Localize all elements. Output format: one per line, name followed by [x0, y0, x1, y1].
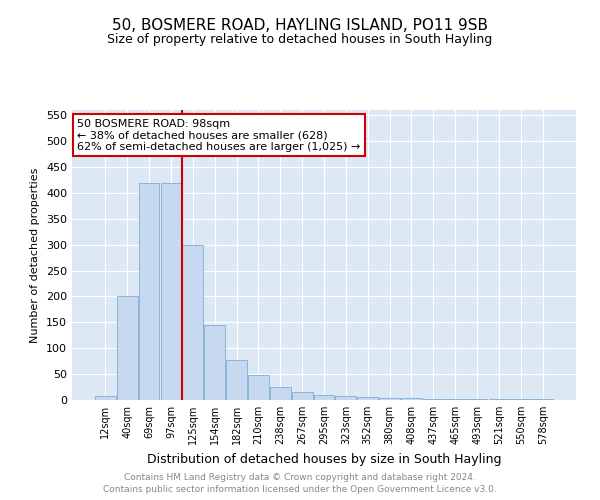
Y-axis label: Number of detached properties: Number of detached properties [31, 168, 40, 342]
Text: 50 BOSMERE ROAD: 98sqm
← 38% of detached houses are smaller (628)
62% of semi-de: 50 BOSMERE ROAD: 98sqm ← 38% of detached… [77, 118, 361, 152]
Text: Contains HM Land Registry data © Crown copyright and database right 2024.: Contains HM Land Registry data © Crown c… [124, 472, 476, 482]
Text: Size of property relative to detached houses in South Hayling: Size of property relative to detached ho… [107, 32, 493, 46]
Bar [139, 182, 160, 400]
Bar [117, 296, 137, 400]
Bar [182, 244, 203, 400]
Text: Contains public sector information licensed under the Open Government Licence v3: Contains public sector information licen… [103, 485, 497, 494]
X-axis label: Distribution of detached houses by size in South Hayling: Distribution of detached houses by size … [147, 452, 501, 466]
Bar [358, 398, 378, 400]
Bar [95, 396, 116, 400]
Bar [423, 399, 444, 400]
Bar [335, 396, 356, 400]
Bar [204, 325, 225, 400]
Bar [379, 398, 400, 400]
Bar [226, 360, 247, 400]
Text: 50, BOSMERE ROAD, HAYLING ISLAND, PO11 9SB: 50, BOSMERE ROAD, HAYLING ISLAND, PO11 9… [112, 18, 488, 32]
Bar [532, 399, 553, 400]
Bar [401, 398, 422, 400]
Bar [161, 182, 181, 400]
Bar [248, 375, 269, 400]
Bar [292, 392, 313, 400]
Bar [314, 395, 334, 400]
Bar [270, 387, 290, 400]
